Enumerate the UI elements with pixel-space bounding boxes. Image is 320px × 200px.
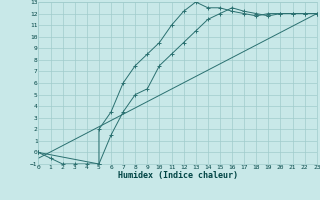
X-axis label: Humidex (Indice chaleur): Humidex (Indice chaleur) xyxy=(118,171,238,180)
